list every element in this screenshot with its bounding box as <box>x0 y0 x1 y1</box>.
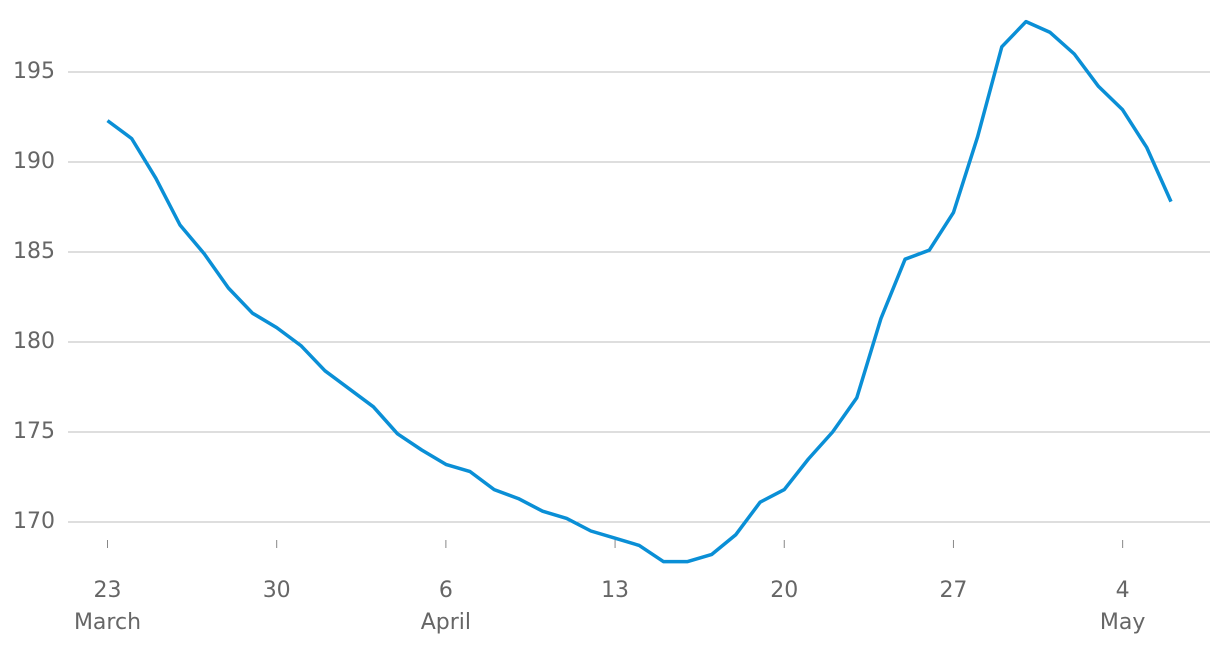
y-tick-label: 195 <box>13 59 55 84</box>
line-series <box>106 19 1173 564</box>
x-tick-label: 4 <box>1116 578 1130 603</box>
x-tick-label: 23 <box>94 578 122 603</box>
y-tick-label: 190 <box>13 149 55 174</box>
x-tick-label: 20 <box>770 578 798 603</box>
y-tick-label: 170 <box>13 509 55 534</box>
x-tick-label: 30 <box>263 578 291 603</box>
y-tick-label: 175 <box>13 419 55 444</box>
y-tick-label: 185 <box>13 239 55 264</box>
x-tick-label: 6 <box>439 578 453 603</box>
y-tick-label: 180 <box>13 329 55 354</box>
month-label: May <box>1100 610 1145 635</box>
x-tick-label: 13 <box>601 578 629 603</box>
x-tick-label: 27 <box>939 578 967 603</box>
month-label: April <box>421 610 471 635</box>
month-label: March <box>74 610 141 635</box>
